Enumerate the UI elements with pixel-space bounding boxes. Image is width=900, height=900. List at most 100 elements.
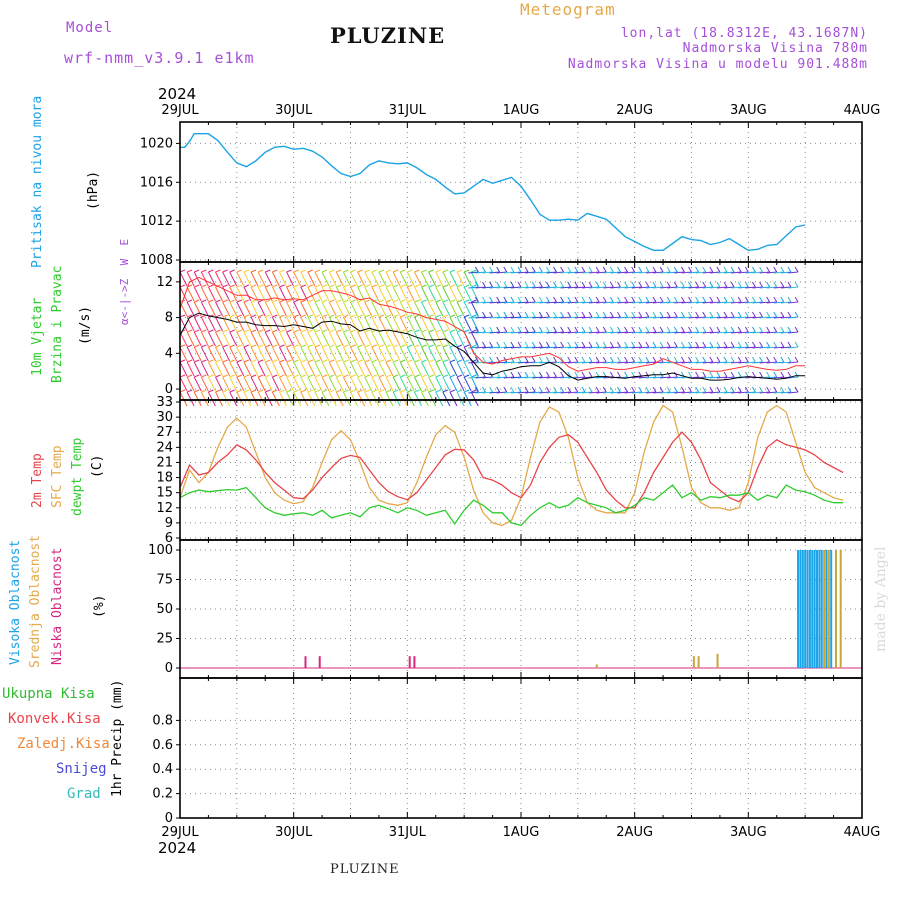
wind-barb-flag [456,359,463,363]
precip-panel: 00.20.40.60.8 [152,678,863,826]
wind-barb [399,376,408,392]
wind-barb [631,301,642,304]
wind-barb [435,376,444,392]
wind-barb [470,361,479,377]
wind-barb-flag [659,296,664,303]
wind-barb [385,346,394,362]
x-date-label-bottom: 29JUL [161,825,199,840]
wind-barb [589,346,600,349]
wind-barb [667,271,678,274]
wind-barb-flag [257,329,264,333]
y-tick-label: 12 [156,275,173,290]
wind-barb [624,361,635,364]
wind-barb-flag [307,329,314,333]
wind-barb-flag [702,311,707,318]
wind-barb-flag [314,374,321,378]
wind-barb-flag [759,266,763,273]
cloud-bar-high [808,550,811,668]
wind-barb [482,346,493,349]
wind-barb [546,346,557,349]
wind-barb-flag [538,371,543,378]
wind-barb-flag [279,389,285,393]
wind-barb [546,391,557,394]
wind-barb [413,316,422,332]
wind-barb [518,331,529,334]
wind-barb-flag [428,374,434,378]
wind-barb-flag [400,359,406,363]
wind-barb [399,346,408,362]
wind-barb [645,391,657,394]
wind-barb [357,331,366,347]
wind-barb [257,286,266,302]
wind-barb-flag [449,299,456,303]
wind-barb-flag [186,299,193,303]
wind-barb-flag [357,359,363,363]
wind-barb [660,376,671,379]
wind-barb [759,301,770,304]
wind-barb [780,391,792,394]
wind-barb-flag [329,374,335,378]
wind-barb-flag [723,326,728,333]
wind-barb-flag [279,314,285,318]
wind-barb [560,391,571,394]
wind-barb [300,286,309,302]
wind-barb [335,286,344,302]
wind-barb-flag [538,326,543,333]
wind-barb-flag [471,284,477,288]
wind-barb-flag [229,389,235,393]
precip-legend-total: Ukupna Kisa [2,686,95,702]
wind-barb-flag [709,326,714,333]
wind-barb [200,391,209,407]
wind-barb-flag [350,314,356,318]
wind-barb-flag [435,359,441,363]
wind-barb [638,271,649,274]
wind-barb [482,316,493,319]
wind-barb-flag [208,299,214,303]
wind-barb-flag [392,284,399,288]
wind-barb-flag [286,359,292,363]
wind-barb [321,346,330,362]
y-tick-label: 0.8 [152,713,173,728]
wind-barb-flag [435,269,441,273]
wind-barb [716,271,728,274]
wind-barb [759,271,770,274]
wind-barb [510,286,522,289]
wind-barb-flag [531,341,536,348]
wind-barb [546,331,557,334]
wind-barb-flag [581,386,586,393]
wind-barb [421,391,429,407]
wind-barb [392,391,401,407]
wind-barb [539,271,550,274]
wind-barb-flag [524,371,529,378]
wind-barb-flag [329,314,335,318]
wind-barb-flag [524,326,529,333]
wind-barb-flag [179,269,186,273]
wind-barb [738,301,749,304]
wind-barb [525,331,536,334]
wind-barb-flag [496,326,501,333]
wind-barb-flag [496,296,501,303]
wind-barb-flag [617,281,621,288]
wind-barb-flag [321,359,328,363]
wind-barb [532,361,543,364]
wind-barb [624,316,635,319]
wind-barb [709,391,720,394]
wind-barb [399,331,408,347]
wind-barb-flag [400,284,406,288]
wind-barb [788,346,799,349]
cloud-bar-mid [834,550,837,668]
wind-barb [449,376,458,392]
wind-barb [489,301,500,304]
wind-barb-flag [553,341,557,348]
wind-barb [674,361,685,364]
wind-barb-flag [688,341,692,348]
wind-barb [350,331,358,347]
wind-barb [421,316,429,332]
wind-barb [667,301,678,304]
wind-barb-flag [588,371,593,378]
wind-barb [681,331,692,334]
wind-barb-flag [680,326,685,333]
wind-barb [702,316,713,319]
wind-barb-flag [659,326,664,333]
wind-barb-flag [702,326,707,333]
